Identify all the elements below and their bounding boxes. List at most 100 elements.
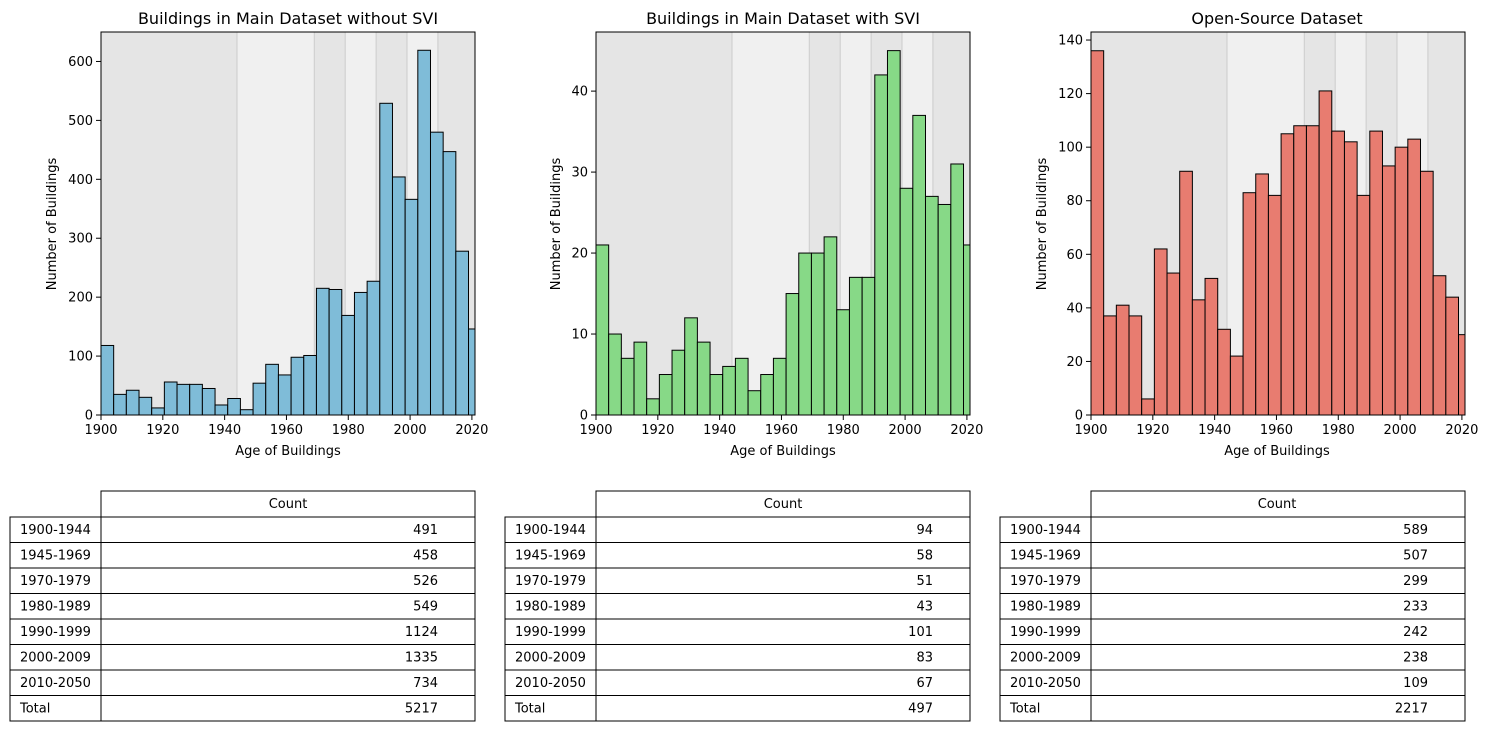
histogram-bar — [391, 176, 406, 416]
histogram-bar — [303, 354, 317, 416]
histogram-bar — [734, 357, 749, 416]
x-tick-label: 2020 — [455, 423, 488, 438]
histogram-bar — [163, 381, 178, 416]
axes-frame — [595, 31, 971, 416]
histogram-bar — [1293, 125, 1307, 416]
panel-open-source: Open-Source Dataset Age of Buildings Num… — [999, 9, 1478, 722]
period-band — [237, 32, 315, 415]
table-row-value: 589 — [1403, 523, 1428, 538]
table-row-label: 1980-1989 — [515, 600, 586, 615]
x-tick-label: 1960 — [1260, 423, 1293, 438]
y-tick-label: 40 — [1066, 301, 1083, 316]
table-value-cell — [595, 593, 971, 620]
axes-frame — [1090, 31, 1466, 416]
table-header: Count — [764, 497, 803, 512]
table-row-label: 1980-1989 — [20, 600, 91, 615]
histogram-bar — [823, 236, 838, 416]
histogram-bar — [1356, 194, 1371, 416]
histogram-bar — [633, 341, 648, 416]
table-row-value: 94 — [916, 523, 933, 538]
x-tick-label: 1920 — [146, 423, 179, 438]
table-value-cell — [595, 516, 971, 543]
histogram-bar — [1331, 130, 1345, 416]
histogram-bar — [417, 49, 431, 416]
histogram-bar — [1255, 173, 1269, 416]
histogram-bar — [722, 365, 736, 416]
table-row-label: 1970-1979 — [20, 574, 91, 589]
histogram-bar — [608, 333, 622, 416]
histogram-bar — [1432, 275, 1447, 416]
histogram-bar — [747, 390, 762, 416]
panel-with-svi: Buildings in Main Dataset with SVI Age o… — [504, 9, 983, 722]
histogram-bar — [125, 389, 140, 416]
y-tick-label: 120 — [1058, 87, 1083, 102]
y-axis-label: Number of Buildings — [1035, 158, 1050, 291]
histogram-bar — [1115, 304, 1130, 416]
histogram-bar — [1103, 315, 1117, 416]
histogram-bar — [1166, 272, 1181, 416]
histogram-bar — [785, 293, 800, 416]
histogram-bars — [595, 50, 971, 416]
y-tick-label: 600 — [68, 55, 93, 70]
table-value-cell — [595, 644, 971, 671]
histogram-bar — [252, 382, 267, 416]
table-value-cell — [595, 695, 971, 722]
table-row-value: 242 — [1403, 625, 1428, 640]
histogram-bar — [1242, 192, 1257, 416]
x-axis-label: Age of Buildings — [235, 444, 341, 459]
table-row-value: 238 — [1403, 651, 1428, 666]
count-table: 1900-1944 94 1945-1969 58 1970-1979 51 1980-19… — [504, 490, 971, 722]
histogram-bar — [772, 357, 787, 416]
histogram-bar — [353, 291, 368, 416]
x-tick-label: 1940 — [1198, 423, 1231, 438]
histogram-bar — [151, 407, 165, 416]
histogram-bar — [201, 387, 216, 416]
histogram-bar — [1305, 125, 1320, 416]
table-row-label: 1970-1979 — [1010, 574, 1081, 589]
y-tick-label: 0 — [1075, 409, 1083, 424]
axes-frame — [100, 31, 476, 416]
histogram-bar — [924, 195, 939, 416]
table-row-value: 101 — [908, 625, 933, 640]
y-tick-label: 400 — [68, 173, 93, 188]
x-axis-label: Age of Buildings — [1224, 444, 1330, 459]
histogram-bar — [595, 244, 610, 416]
table-row-label: 2000-2009 — [20, 651, 91, 666]
table-row-value: 549 — [413, 600, 438, 615]
table-row-label: Total — [19, 702, 50, 717]
table-row-value: 526 — [413, 574, 438, 589]
histogram-bar — [277, 374, 292, 416]
table-row-value: 1124 — [405, 625, 438, 640]
panel-without-svi: Buildings in Main Dataset without SVI Ag… — [9, 9, 488, 722]
table-row-label: 2000-2009 — [515, 651, 586, 666]
table-row-value: 2217 — [1395, 702, 1428, 717]
histogram-bar — [455, 250, 470, 416]
table-row-label: 2000-2009 — [1010, 651, 1081, 666]
y-tick-label: 0 — [580, 409, 588, 424]
table-row-label: Total — [514, 702, 545, 717]
histogram-bar — [442, 151, 457, 416]
table-value-cell — [595, 567, 971, 594]
histogram-bar — [328, 288, 343, 416]
table-row-value: 458 — [413, 549, 438, 564]
histogram-bar — [341, 314, 355, 416]
table-row-label: 1900-1944 — [1010, 523, 1081, 538]
histogram-bar — [1191, 299, 1206, 416]
x-tick-label: 1900 — [1074, 423, 1107, 438]
table-row-value: 43 — [916, 600, 933, 615]
table-row-label: 1990-1999 — [20, 625, 91, 640]
histogram-bar — [227, 398, 241, 416]
histogram-bar — [214, 404, 229, 416]
x-tick-label: 1920 — [641, 423, 674, 438]
histogram-bar — [696, 341, 711, 416]
histogram-bar — [379, 102, 393, 416]
y-axis-label: Number of Buildings — [45, 158, 60, 291]
chart-title: Open-Source Dataset — [1191, 9, 1362, 28]
table-row-label: 1900-1944 — [515, 523, 586, 538]
table-row-value: 5217 — [405, 702, 438, 717]
histogram-bar — [176, 383, 191, 416]
table-row-label: Total — [1009, 702, 1040, 717]
histogram-bar — [315, 287, 330, 416]
x-tick-label: 2020 — [950, 423, 983, 438]
x-tick-label: 2020 — [1445, 423, 1478, 438]
